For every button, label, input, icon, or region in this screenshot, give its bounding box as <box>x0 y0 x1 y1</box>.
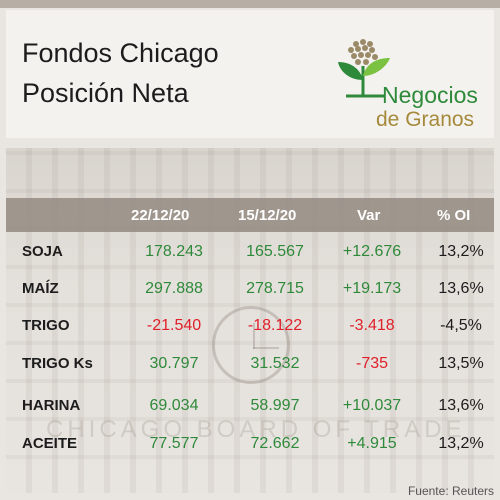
column-header-date2: 15/12/20 <box>238 207 297 224</box>
table-cell: 13,2% <box>438 243 484 260</box>
table-cell: +12.676 <box>342 243 402 260</box>
column-header-oi: % OI <box>437 207 471 224</box>
table-cell: 297.888 <box>145 280 203 297</box>
table-cell: 30.797 <box>149 355 199 372</box>
page-title-line1: Fondos Chicago <box>22 38 219 68</box>
logo-text-negocios: Negocios <box>382 82 478 108</box>
row-label: SOJA <box>22 243 63 260</box>
source-note: Fuente: Reuters <box>407 484 494 498</box>
table-cell: +10.037 <box>342 397 402 414</box>
table-header-row <box>6 198 494 232</box>
table-cell: 31.532 <box>250 355 300 372</box>
row-label: ACEITE <box>22 435 78 452</box>
logo-text-de-granos: de Granos <box>376 108 475 131</box>
table-cell: 278.715 <box>246 280 304 297</box>
column-header-date1: 22/12/20 <box>131 207 190 224</box>
table-cell: 13,6% <box>438 397 484 414</box>
table-cell: -735 <box>355 355 389 372</box>
table-cell: 13,2% <box>438 435 484 452</box>
wheat-plant-icon <box>338 39 390 98</box>
row-label: MAÍZ <box>22 280 59 297</box>
brand-logo: Negocios de Granos <box>328 32 488 136</box>
table-cell: 69.034 <box>149 397 199 414</box>
table-cell: 77.577 <box>149 435 199 452</box>
row-label: TRIGO Ks <box>22 355 93 372</box>
table-cell: -4,5% <box>440 317 482 334</box>
page-title-line2: Posición Neta <box>22 78 189 108</box>
row-label: HARINA <box>22 397 81 414</box>
table-cell: -3.418 <box>349 317 395 334</box>
clock-icon <box>212 306 290 384</box>
table-cell: 72.662 <box>250 435 300 452</box>
top-band <box>0 0 500 8</box>
table-cell: 178.243 <box>145 243 203 260</box>
table-cell: +19.173 <box>342 280 402 297</box>
building-engraving: CHICAGO BOARD OF TRADE <box>46 416 466 443</box>
column-header-var: Var <box>357 207 381 224</box>
header-panel: Fondos Chicago Posición Neta Negocios de… <box>6 10 494 138</box>
table-cell: -21.540 <box>146 317 202 334</box>
row-label: TRIGO <box>22 317 70 334</box>
table-cell: +4.915 <box>347 435 397 452</box>
table-cell: 13,5% <box>438 355 484 372</box>
table-cell: 165.567 <box>246 243 304 260</box>
table-cell: 13,6% <box>438 280 484 297</box>
table-cell: -18.122 <box>247 317 303 334</box>
table-cell: 58.997 <box>250 397 300 414</box>
